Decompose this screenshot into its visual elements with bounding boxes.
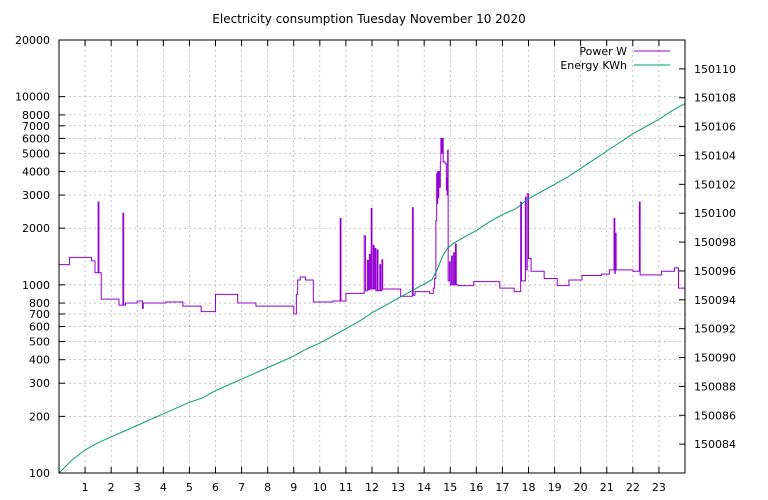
legend-power-label: Power W: [579, 45, 627, 58]
plot-series: [58, 103, 686, 474]
y-tick-label: 500: [29, 335, 50, 348]
x-tick-label: 6: [212, 481, 219, 494]
y-tick-label: 600: [29, 321, 50, 334]
x-tick-label: 4: [160, 481, 167, 494]
x-tick-label: 2: [108, 481, 115, 494]
axis-ticks: 1 2 3 4 5 6 7 8 9 10 11 12 13 14 15 16 17 18 19 20 21 22 23100…: [15, 34, 736, 494]
y-tick-label: 5000: [22, 147, 50, 160]
y2-tick-label: 150104: [694, 149, 736, 162]
y2-tick-label: 150086: [694, 409, 736, 422]
x-tick-label: 10: [313, 481, 327, 494]
x-tick-label: 22: [626, 481, 640, 494]
y-tick-label: 3000: [22, 189, 50, 202]
y2-tick-label: 150102: [694, 178, 736, 191]
y2-tick-label: 150108: [694, 92, 736, 105]
y2-tick-label: 150100: [694, 207, 736, 220]
y-tick-label: 7000: [22, 120, 50, 133]
y-tick-label: 300: [29, 377, 50, 390]
x-tick-label: 20: [574, 481, 588, 494]
y-tick-label: 20000: [15, 34, 50, 47]
x-tick-label: 12: [365, 481, 379, 494]
x-tick-label: 15: [443, 481, 457, 494]
x-tick-label: 11: [339, 481, 353, 494]
y-tick-label: 400: [29, 354, 50, 367]
legend: Power W Energy KWh: [560, 45, 670, 72]
x-tick-label: 23: [652, 481, 666, 494]
legend-energy-label: Energy KWh: [560, 59, 627, 72]
y2-tick-label: 150090: [694, 352, 736, 365]
y2-tick-label: 150096: [694, 265, 736, 278]
x-tick-label: 5: [186, 481, 193, 494]
y-tick-label: 6000: [22, 132, 50, 145]
y2-tick-label: 150084: [694, 438, 736, 451]
y-tick-label: 2000: [22, 222, 50, 235]
y2-tick-label: 150094: [694, 294, 736, 307]
grid: [59, 39, 685, 474]
y-tick-label: 10000: [15, 91, 50, 104]
x-tick-label: 3: [134, 481, 141, 494]
y2-tick-label: 150098: [694, 236, 736, 249]
x-tick-label: 9: [290, 481, 297, 494]
x-tick-label: 8: [264, 481, 271, 494]
y-tick-label: 1000: [22, 279, 50, 292]
y-tick-label: 100: [29, 467, 50, 480]
y2-tick-label: 150088: [694, 380, 736, 393]
x-tick-label: 21: [600, 481, 614, 494]
y-tick-label: 800: [29, 297, 50, 310]
y-tick-label: 8000: [22, 109, 50, 122]
y-tick-label: 200: [29, 410, 50, 423]
x-tick-label: 17: [495, 481, 509, 494]
x-tick-label: 18: [522, 481, 536, 494]
y2-tick-label: 150092: [694, 323, 736, 336]
energy-series-line: [58, 103, 686, 474]
x-tick-label: 16: [469, 481, 483, 494]
x-tick-label: 13: [391, 481, 405, 494]
power-series-line: [59, 137, 685, 315]
y-tick-label: 700: [29, 308, 50, 321]
x-tick-label: 19: [548, 481, 562, 494]
y2-tick-label: 150106: [694, 121, 736, 134]
x-tick-label: 1: [82, 481, 89, 494]
y2-tick-label: 150110: [694, 63, 736, 76]
chart-title: Electricity consumption Tuesday November…: [212, 12, 525, 26]
x-tick-label: 7: [238, 481, 245, 494]
x-tick-label: 14: [417, 481, 431, 494]
y-tick-label: 4000: [22, 166, 50, 179]
